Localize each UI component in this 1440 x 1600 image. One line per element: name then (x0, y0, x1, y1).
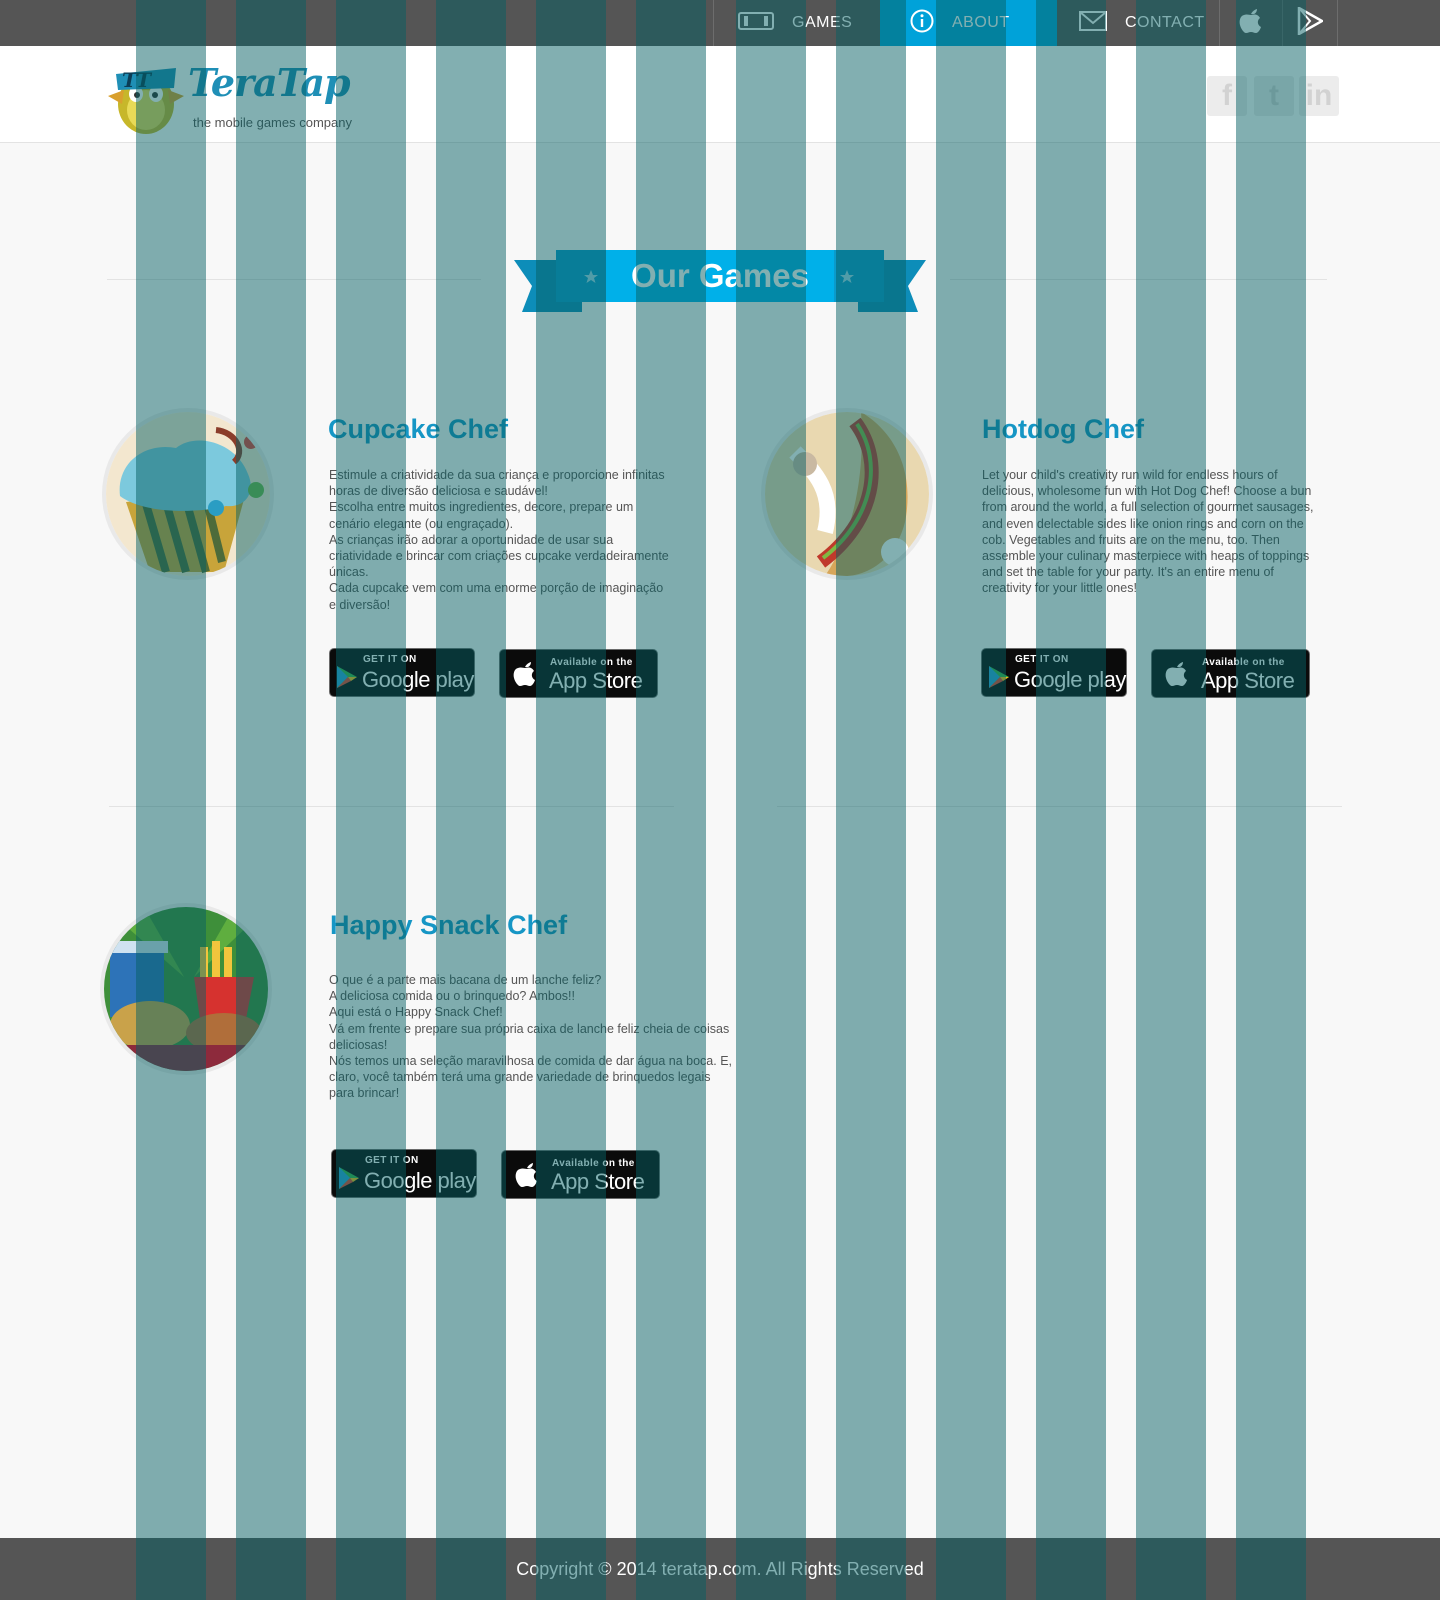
site-header: TT TeraTap the mobile games company f t … (0, 46, 1440, 143)
facebook-button[interactable]: f (1207, 76, 1247, 116)
hotdog-chef-google-play-button[interactable]: GET IT ON Google play (981, 648, 1127, 697)
cupcake-chef-title: Cupcake Chef (328, 414, 509, 444)
owl-mascot-icon: TT (108, 68, 184, 134)
teratap-logo[interactable]: TT TeraTap the mobile games company (100, 54, 370, 138)
cupcake-chef-description: Estimule a criatividade da sua criança e… (329, 468, 669, 612)
snack-icon (104, 907, 268, 1071)
grid-column (536, 0, 606, 1600)
google-play-logo-icon (339, 1167, 359, 1189)
apple-logo-icon (515, 1163, 537, 1187)
cupcake-chef-google-play-button[interactable]: GET IT ON Google play (329, 648, 475, 697)
linkedin-icon: in (1305, 79, 1333, 112)
grid-column (1236, 0, 1306, 1600)
cupcake-chef-app-store-button[interactable]: Available on the App Store (499, 649, 658, 698)
cupcake-chef-icon[interactable] (106, 412, 270, 576)
badge-small-text: GET IT ON (365, 1155, 419, 1166)
info-icon (910, 9, 934, 38)
nav-contact-label: CONTACT (1125, 14, 1205, 31)
apple-icon (1238, 6, 1264, 41)
grid-column (436, 0, 506, 1600)
nav-games[interactable]: GAMES (713, 0, 880, 46)
grid-column (236, 0, 306, 1600)
site-footer: Copyright © 2014 teratap.com. All Rights… (0, 1538, 1440, 1600)
nav-games-label: GAMES (792, 14, 853, 31)
badge-big-text: App Store (551, 1169, 645, 1194)
grid-column (636, 0, 706, 1600)
badge-big-text: Google play (1014, 667, 1126, 692)
envelope-icon (1079, 10, 1107, 36)
nav-contact[interactable]: CONTACT (1057, 0, 1219, 46)
section-divider-left (107, 279, 481, 280)
nav-app-store[interactable] (1219, 0, 1282, 46)
row-divider-right (777, 806, 1342, 807)
nav-google-play[interactable] (1282, 0, 1338, 46)
hotdog-chef-icon[interactable] (765, 412, 929, 576)
badge-small-text: Available on the (1202, 657, 1285, 668)
nav-about-label: ABOUT (952, 14, 1010, 31)
row-divider-left (109, 806, 674, 807)
badge-big-text: Google play (362, 667, 474, 692)
facebook-icon: f (1222, 79, 1232, 112)
linkedin-button[interactable]: in (1299, 76, 1339, 116)
grid-column (336, 0, 406, 1600)
grid-column (1036, 0, 1106, 1600)
hotdog-chef-app-store-button[interactable]: Available on the App Store (1151, 649, 1310, 698)
happy-snack-chef-title: Happy Snack Chef (330, 910, 568, 940)
badge-small-text: Available on the (552, 1158, 635, 1169)
section-ribbon: Our Games (514, 250, 926, 312)
apple-logo-icon (513, 662, 535, 686)
happy-snack-chef-google-play-button[interactable]: GET IT ON Google play (331, 1149, 477, 1198)
hotdog-chef-title: Hotdog Chef (982, 414, 1144, 444)
happy-snack-chef-app-store-button[interactable]: Available on the App Store (501, 1150, 660, 1199)
badge-big-text: App Store (549, 668, 643, 693)
section-title: Our Games (631, 257, 809, 294)
apple-logo-icon (1165, 662, 1187, 686)
badge-big-text: App Store (1201, 668, 1295, 693)
grid-column (736, 0, 806, 1600)
grid-column (836, 0, 906, 1600)
grid-column (136, 0, 206, 1600)
logo-wordmark: TeraTap (188, 60, 351, 105)
cupcake-icon (106, 412, 270, 576)
badge-small-text: GET IT ON (363, 654, 417, 665)
gamepad-icon (738, 11, 774, 36)
google-play-logo-icon (989, 666, 1009, 688)
section-divider-right (950, 279, 1327, 280)
twitter-button[interactable]: t (1254, 76, 1294, 116)
twitter-icon: t (1269, 79, 1279, 112)
copyright-text: Copyright © 2014 teratap.com. All Rights… (516, 1558, 924, 1579)
grid-column (936, 0, 1006, 1600)
hotdog-icon (765, 412, 929, 576)
nav-about[interactable]: ABOUT (880, 0, 1057, 46)
google-play-logo-icon (337, 666, 357, 688)
svg-text:TT: TT (122, 68, 153, 92)
google-play-icon (1297, 5, 1325, 40)
badge-small-text: Available on the (550, 657, 633, 668)
hotdog-chef-description: Let your child's creativity run wild for… (982, 468, 1314, 596)
happy-snack-chef-description: O que é a parte mais bacana de um lanche… (329, 973, 733, 1101)
grid-column (1136, 0, 1206, 1600)
logo-tagline: the mobile games company (193, 115, 352, 130)
happy-snack-chef-icon[interactable] (104, 907, 268, 1071)
badge-big-text: Google play (364, 1168, 476, 1193)
badge-small-text: GET IT ON (1015, 654, 1069, 665)
